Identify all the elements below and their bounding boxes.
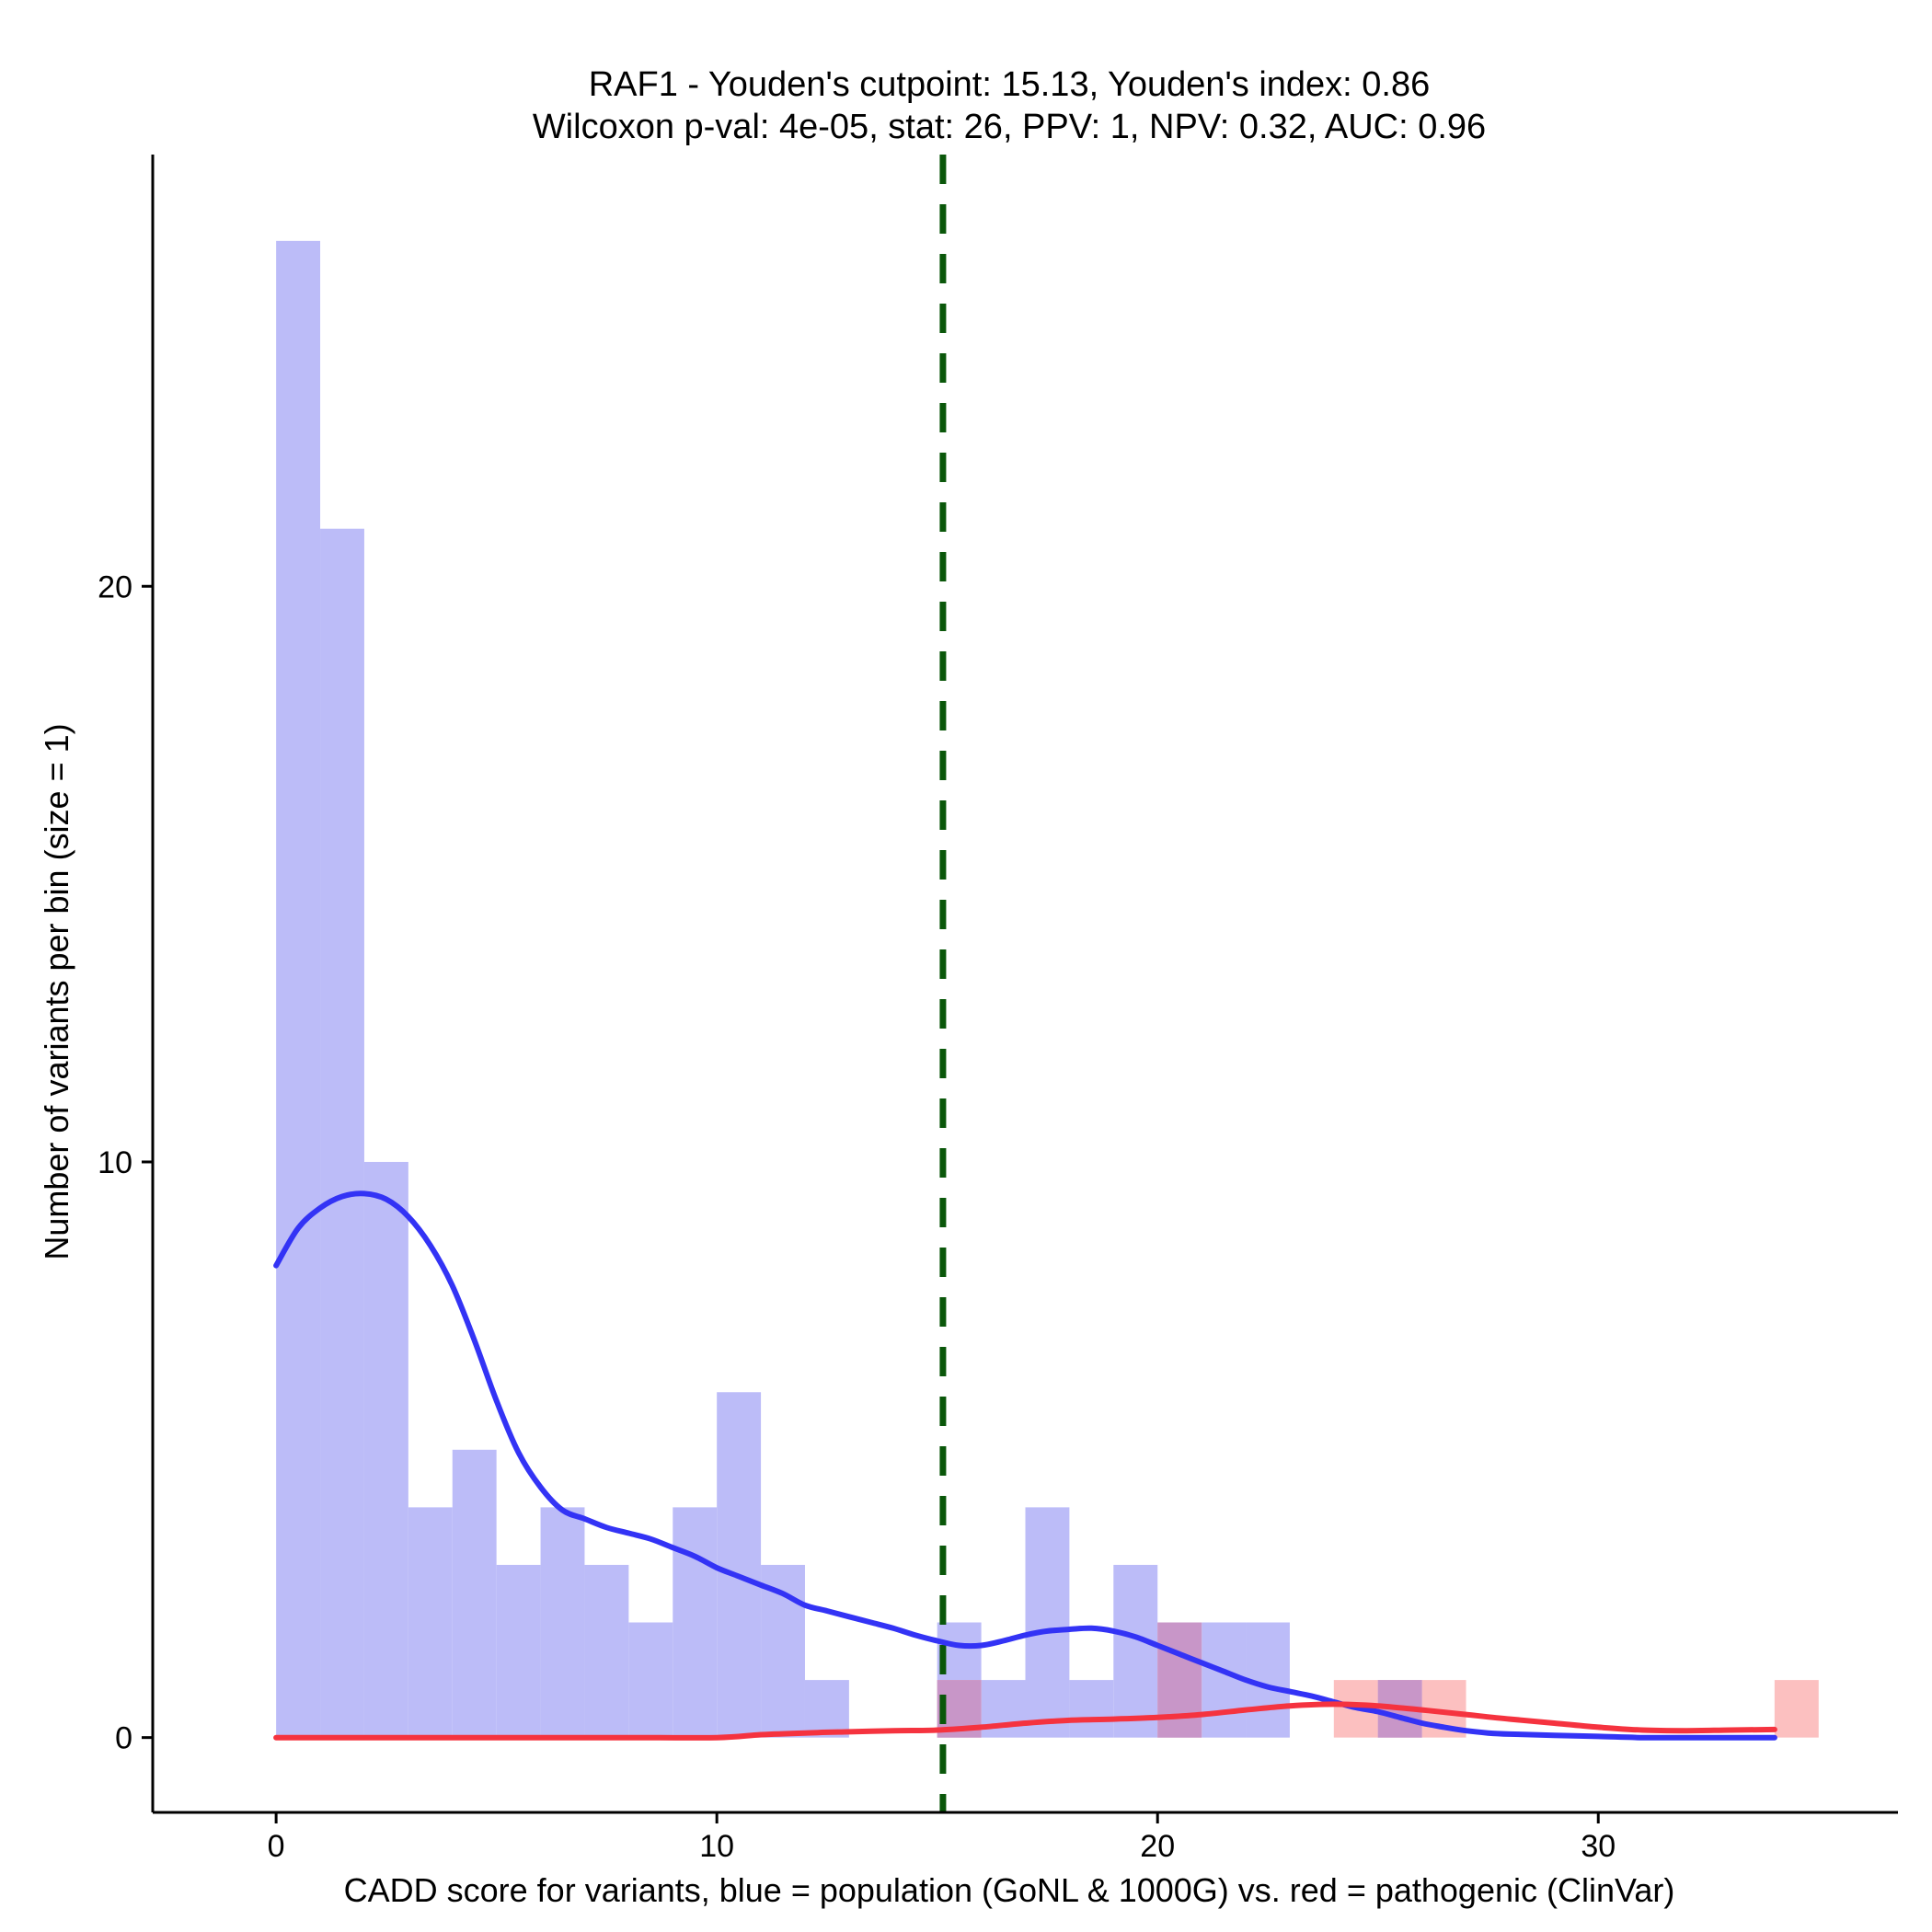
population-bar [320,528,364,1738]
population-bar [408,1507,453,1738]
population-bar [363,1161,408,1738]
population-bar [804,1680,849,1738]
pathogenic-bar [1774,1680,1819,1738]
overlap-bar [1157,1622,1202,1738]
x-tick-label: 30 [1581,1829,1616,1864]
chart-title-line1: RAF1 - Youden's cutpoint: 15.13, Youden'… [589,65,1431,104]
y-tick-label: 20 [98,569,132,604]
population-bar [628,1622,673,1738]
x-axis-label: CADD score for variants, blue = populati… [344,1871,1675,1909]
y-tick-label: 10 [98,1145,132,1180]
x-axis-ticks: 0 10 20 30 [268,1812,1616,1864]
population-bar [1069,1680,1114,1738]
population-bar [540,1507,585,1738]
population-bar [1113,1564,1158,1738]
population-bar [1025,1507,1070,1738]
population-bar [276,240,321,1738]
x-tick-label: 20 [1140,1829,1175,1864]
population-density-line [273,1190,1777,1741]
population-bar [673,1507,718,1738]
pathogenic-density-line [273,1701,1777,1741]
x-tick-label: 10 [699,1829,734,1864]
chart-title-line2: Wilcoxon p-val: 4e-05, stat: 26, PPV: 1,… [533,108,1486,146]
y-tick-label: 0 [115,1721,132,1756]
y-axis-ticks: 0 10 20 [98,569,153,1756]
population-bar [584,1564,629,1738]
y-axis-label: Number of variants per bin (size = 1) [38,723,75,1259]
population-bar [717,1392,762,1738]
population-bars [276,240,1422,1738]
population-bar [452,1449,497,1738]
x-tick-label: 0 [268,1829,285,1864]
population-bar [496,1564,541,1738]
